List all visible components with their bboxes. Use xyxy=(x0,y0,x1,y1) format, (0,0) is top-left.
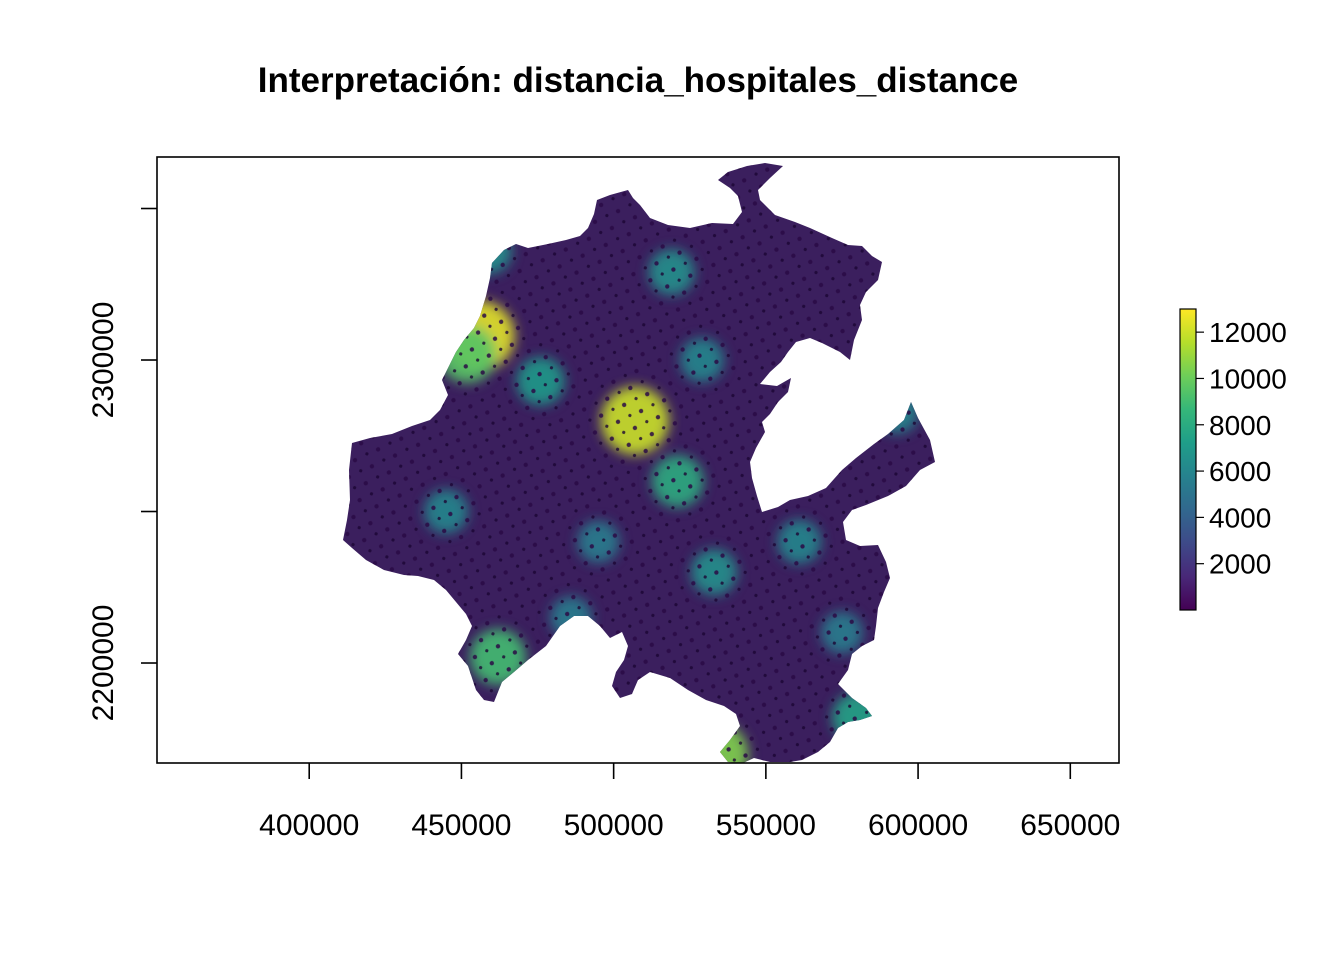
x-tick-label: 450000 xyxy=(411,809,511,842)
plot-frame xyxy=(156,156,1120,764)
colorbar-legend: 2000 4000 6000 8000 10000 12000 xyxy=(1179,308,1287,611)
colorbar-tick-label: 8000 xyxy=(1209,410,1271,441)
y-axis: 2200000 2300000 xyxy=(87,207,157,722)
colorbar-tick-label: 12000 xyxy=(1209,317,1287,348)
colorbar-tick-label: 4000 xyxy=(1209,502,1271,533)
colorbar-tick-label: 10000 xyxy=(1209,363,1287,394)
colorbar-tick-label: 6000 xyxy=(1209,456,1271,487)
colorbar-tick-label: 2000 xyxy=(1209,549,1271,580)
x-tick-label: 650000 xyxy=(1020,809,1120,842)
y-tick-label: 2300000 xyxy=(87,302,120,419)
x-tick-label: 400000 xyxy=(259,809,359,842)
x-tick-label: 600000 xyxy=(868,809,968,842)
x-axis: 400000 450000 500000 550000 600000 650000 xyxy=(259,763,1120,842)
x-tick-label: 500000 xyxy=(564,809,664,842)
chart-title: Interpretación: distancia_hospitales_dis… xyxy=(258,61,1019,100)
hospital-points-texture xyxy=(343,163,935,763)
raster-region xyxy=(343,163,935,763)
colorbar-gradient xyxy=(1179,308,1197,611)
x-tick-label: 550000 xyxy=(716,809,816,842)
y-tick-label: 2200000 xyxy=(87,605,120,722)
